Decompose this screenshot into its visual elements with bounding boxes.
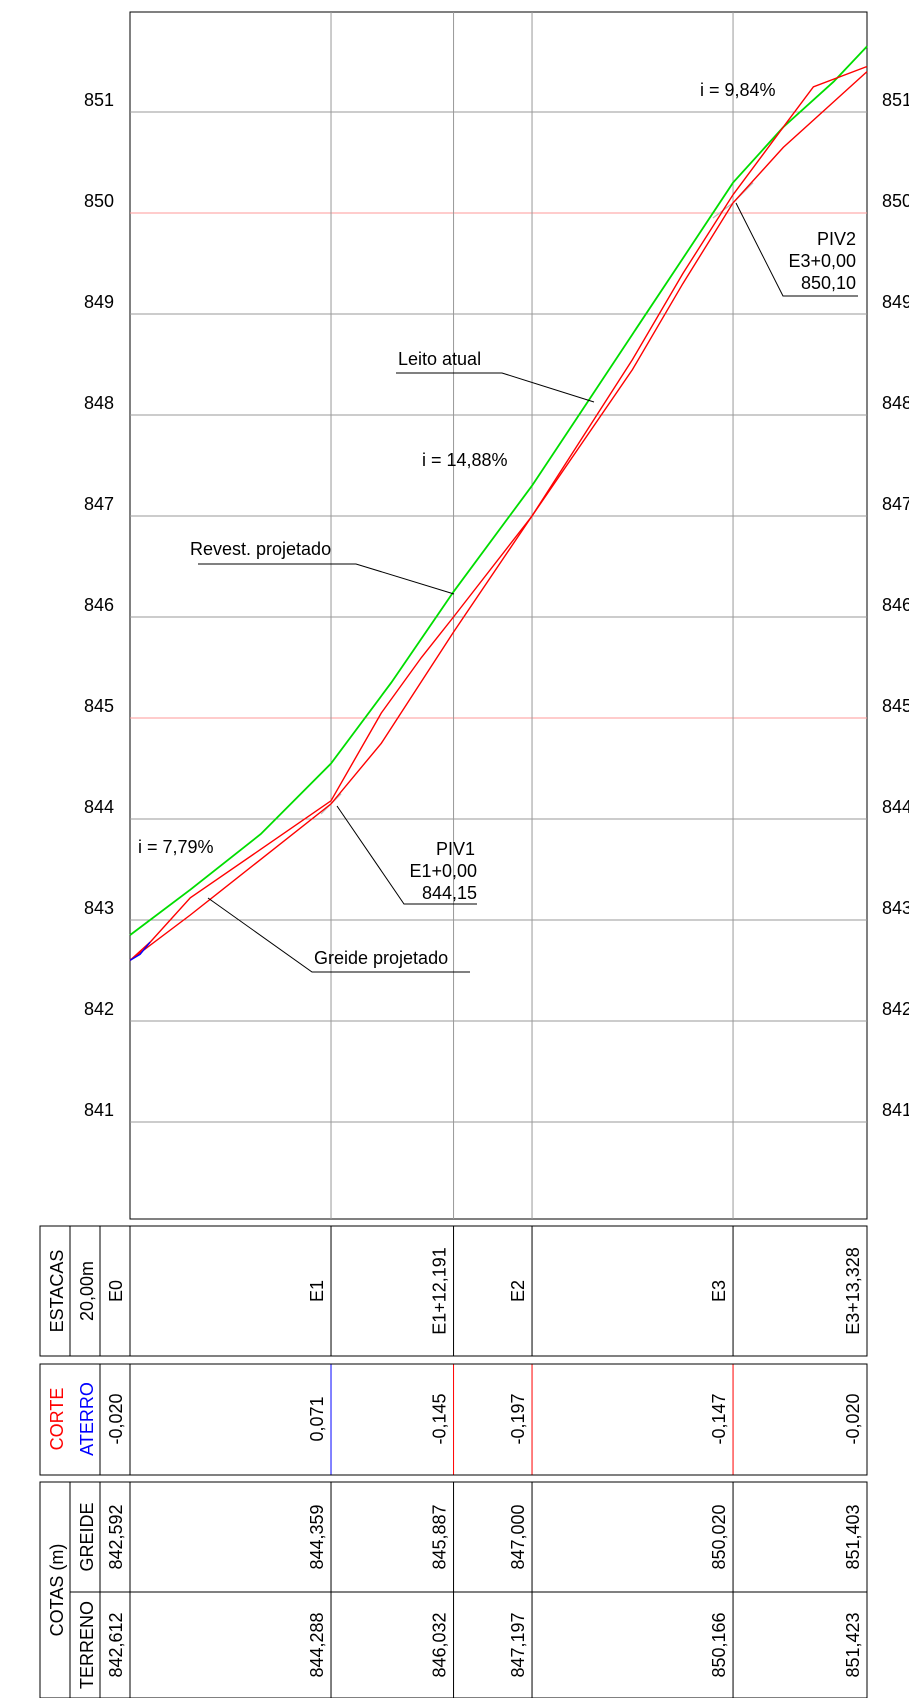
terreno-value-E1+12,191: 846,032 <box>430 1612 450 1677</box>
corte-aterro-table <box>39 1363 868 1476</box>
grade-label-top: i = 9,84% <box>700 80 776 100</box>
series-lines <box>129 45 868 961</box>
y-tick-left-850: 850 <box>84 191 114 211</box>
piv2-station: E3+0,00 <box>788 251 856 271</box>
y-tick-left-851: 851 <box>84 90 114 110</box>
y-tick-right-845: 845 <box>882 696 909 716</box>
y-tick-left-843: 843 <box>84 898 114 918</box>
greide-value-E1+12,191: 845,887 <box>430 1504 450 1569</box>
greide-row-label: GREIDE <box>77 1502 97 1571</box>
series-aterro-segment <box>129 941 151 961</box>
callout-greide-leader <box>207 897 470 973</box>
y-tick-right-848: 848 <box>882 393 909 413</box>
y-tick-right-846: 846 <box>882 595 909 615</box>
greide-value-E2: 847,000 <box>508 1504 528 1569</box>
grade-label-bottom: i = 7,79% <box>138 837 214 857</box>
terreno-row-label: TERRENO <box>77 1601 97 1689</box>
callout-revest-leader <box>198 563 455 595</box>
aterro-label: ATERRO <box>77 1382 97 1456</box>
plot-frame <box>129 11 868 1220</box>
estacas-sub-label: 20,00m <box>77 1261 97 1321</box>
callout-leito-atual: Leito atual <box>398 349 481 369</box>
station-label-E1: E1 <box>307 1280 327 1302</box>
y-tick-right-851: 851 <box>882 90 909 110</box>
y-tick-right-849: 849 <box>882 292 909 312</box>
y-tick-right-843: 843 <box>882 898 909 918</box>
station-label-E1+12,191: E1+12,191 <box>430 1247 450 1335</box>
diff-value-E0: -0,020 <box>106 1393 126 1444</box>
series-revest-projetado <box>129 65 868 961</box>
diff-value-E1+12,191: -0,145 <box>430 1393 450 1444</box>
estacas-table <box>39 1225 868 1357</box>
y-tick-left-848: 848 <box>84 393 114 413</box>
series-greide-projetado <box>129 71 868 961</box>
greide-value-E1: 844,359 <box>307 1504 327 1569</box>
series-leito-atual <box>129 45 868 936</box>
y-tick-left-846: 846 <box>84 595 114 615</box>
greide-value-E0: 842,592 <box>106 1504 126 1569</box>
cotas-table <box>39 1481 868 1698</box>
diff-value-E1: 0,071 <box>307 1396 327 1441</box>
greide-value-E3+13,328: 851,403 <box>843 1504 863 1569</box>
terreno-value-E3: 850,166 <box>709 1612 729 1677</box>
piv2-name: PIV2 <box>817 229 856 249</box>
y-tick-right-850: 850 <box>882 191 909 211</box>
greide-value-E3: 850,020 <box>709 1504 729 1569</box>
diff-value-E2: -0,197 <box>508 1393 528 1444</box>
terreno-values: 842,612 844,288 846,032 847,197 850,166 851,4… <box>106 1612 863 1677</box>
y-tick-left-849: 849 <box>84 292 114 312</box>
terreno-value-E1: 844,288 <box>307 1612 327 1677</box>
piv1-station: E1+0,00 <box>409 861 477 881</box>
grade-label-middle: i = 14,88% <box>422 450 508 470</box>
corte-label: CORTE <box>47 1388 67 1451</box>
station-label-E0: E0 <box>106 1280 126 1302</box>
grid <box>130 111 867 1123</box>
station-lines <box>129 12 868 1698</box>
piv1-name: PIV1 <box>436 839 475 859</box>
cotas-label: COTAS (m) <box>47 1544 67 1637</box>
terreno-value-E3+13,328: 851,423 <box>843 1612 863 1677</box>
callout-leito-leader <box>396 372 595 403</box>
y-tick-left-845: 845 <box>84 696 114 716</box>
station-labels: E0 E1 E1+12,191 E2 E3 E3+13,328 <box>106 1247 863 1335</box>
piv1-elevation: 844,15 <box>422 883 477 903</box>
y-tick-left-841: 841 <box>84 1100 114 1120</box>
piv2-leader <box>735 202 858 297</box>
y-tick-labels-right: 851 850 849 848 847 846 845 844 843 842 841 <box>882 90 909 1120</box>
y-tick-right-842: 842 <box>882 999 909 1019</box>
piv1-leader <box>336 805 477 905</box>
piv2-elevation: 850,10 <box>801 273 856 293</box>
diff-value-E3: -0,147 <box>709 1393 729 1444</box>
callout-greide-projetado: Greide projetado <box>314 948 448 968</box>
diff-value-E3+13,328: -0,020 <box>843 1393 863 1444</box>
terreno-value-E2: 847,197 <box>508 1612 528 1677</box>
station-label-E2: E2 <box>508 1280 528 1302</box>
terreno-value-E0: 842,612 <box>106 1612 126 1677</box>
station-label-E3: E3 <box>709 1280 729 1302</box>
y-tick-left-844: 844 <box>84 797 114 817</box>
y-tick-right-844: 844 <box>882 797 909 817</box>
y-tick-right-847: 847 <box>882 494 909 514</box>
callout-revest-projetado: Revest. projetado <box>190 539 331 559</box>
y-tick-right-841: 841 <box>882 1100 909 1120</box>
y-tick-left-842: 842 <box>84 999 114 1019</box>
cut-fill-values: -0,020 0,071 -0,145 -0,197 -0,147 -0,020 <box>106 1393 863 1444</box>
station-label-E3+13,328: E3+13,328 <box>843 1247 863 1335</box>
y-tick-left-847: 847 <box>84 494 114 514</box>
y-tick-labels-left: 851 850 849 848 847 846 845 844 843 842 841 <box>84 90 114 1120</box>
greide-values: 842,592 844,359 845,887 847,000 850,020 851,4… <box>106 1504 863 1569</box>
estacas-label: ESTACAS <box>47 1250 67 1333</box>
